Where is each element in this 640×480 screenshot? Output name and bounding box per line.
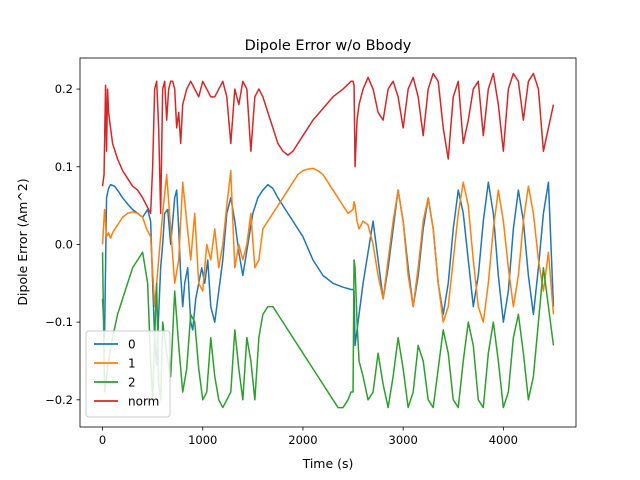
- x-axis-label: Time (s): [302, 456, 354, 471]
- y-tick-label: −0.2: [45, 393, 73, 407]
- series-line-0: [101, 181, 555, 366]
- x-tick-label: 0: [99, 433, 106, 447]
- plot-frame: [79, 57, 577, 428]
- series-line-norm: [101, 72, 555, 215]
- legend-label-1: 1: [128, 357, 136, 371]
- y-tick-label: 0.1: [55, 160, 73, 174]
- chart-title: Dipole Error w/o Bbody: [245, 38, 412, 54]
- x-tick-label: 3000: [389, 433, 418, 447]
- series-line-1: [101, 167, 555, 323]
- legend-label-2: 2: [128, 376, 136, 390]
- x-tick-label: 2000: [288, 433, 317, 447]
- x-tick-label: 4000: [489, 433, 518, 447]
- legend-label-norm: norm: [128, 395, 159, 409]
- x-tick-label: 1000: [188, 433, 217, 447]
- y-tick-label: 0.0: [55, 237, 73, 251]
- legend-label-0: 0: [128, 338, 136, 352]
- y-tick-label: −0.1: [45, 315, 73, 329]
- y-axis-label: Dipole Error (Am^2): [15, 178, 30, 305]
- y-tick-label: 0.2: [55, 82, 73, 96]
- legend-box: [85, 330, 171, 418]
- legend: 0 1 2 norm: [85, 330, 171, 418]
